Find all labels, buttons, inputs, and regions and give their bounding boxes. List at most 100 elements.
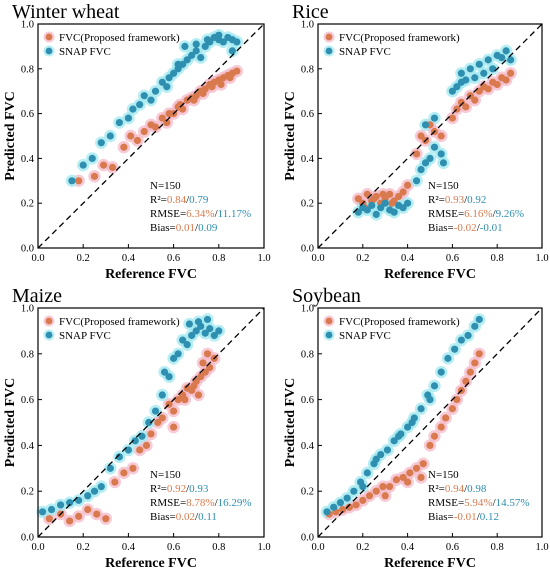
proposed-point (339, 505, 347, 514)
proposed-point (448, 405, 456, 413)
snap-point (170, 354, 178, 362)
stat-rmse-label: RMSE= (428, 497, 464, 509)
snap-point (215, 31, 223, 39)
plot-frame (317, 307, 543, 538)
proposed-point (194, 391, 203, 399)
x-tick-label: 1.0 (535, 542, 548, 553)
stat-bias: Bias=0.01/0.09 (150, 222, 218, 234)
snap-point (183, 56, 191, 64)
snap-point (457, 69, 465, 77)
stat-r2-proposed: 0.94 (445, 483, 465, 495)
proposed-point (502, 76, 510, 84)
scatter-panel-1: 0.0 0.2 0.4 0.6 0.8 1.0 0.0 0.2 0.4 0.6 0.8 1.0 Refe… (283, 1, 549, 282)
legend-marker (45, 47, 53, 55)
stat-bias-proposed: 0.02 (176, 511, 195, 523)
proposed-point (381, 492, 389, 500)
snap-point (188, 51, 196, 59)
snap-point (502, 47, 510, 55)
snap-point (160, 368, 169, 376)
proposed-point (442, 414, 450, 422)
y-tick-label: 0.2 (21, 199, 34, 210)
stat-bias-slash: / (195, 511, 199, 523)
snap-point (174, 60, 182, 68)
proposed-point (181, 396, 189, 404)
proposed-point (417, 473, 425, 482)
stat-rmse-label: RMSE= (428, 208, 464, 220)
stat-bias-snap: 0.11 (198, 511, 217, 523)
stat-rmse-snap: 16.29% (218, 497, 252, 509)
snap-point (201, 42, 209, 51)
x-tick-label: 1.0 (257, 542, 270, 553)
snap-point (163, 83, 171, 91)
proposed-point (457, 98, 465, 106)
proposed-point (197, 373, 205, 381)
snap-point (430, 143, 439, 151)
panel-title: Winter wheat (12, 1, 120, 23)
proposed-point (419, 460, 427, 468)
x-axis-label: Reference FVC (105, 267, 197, 282)
stat-bias: Bias=-0.01/0.12 (428, 511, 499, 523)
x-tick-label: 0.8 (491, 253, 504, 264)
stat-r2-proposed: 0.92 (167, 483, 186, 495)
stat-bias-proposed: -0.01 (454, 511, 477, 523)
snap-point (399, 204, 407, 212)
stat-r2-slash: / (186, 194, 190, 206)
proposed-point (386, 190, 394, 198)
proposed-point (170, 423, 178, 431)
snap-point (79, 161, 87, 169)
proposed-point (493, 80, 501, 89)
proposed-point (102, 515, 110, 523)
x-axis-label: Reference FVC (384, 267, 476, 282)
snap-point (106, 132, 114, 140)
snap-point (192, 327, 200, 335)
snap-point (381, 199, 389, 207)
proposed-point (359, 496, 367, 504)
proposed-point (174, 396, 182, 404)
proposed-point (404, 478, 412, 486)
snap-point (192, 47, 200, 55)
proposed-point (158, 114, 166, 122)
y-tick-label: 1.0 (301, 20, 314, 31)
x-tick-label: 0.8 (491, 542, 504, 553)
snap-point (471, 322, 479, 330)
proposed-point (352, 501, 360, 509)
proposed-point (206, 363, 214, 372)
stat-rmse-label: RMSE= (150, 497, 186, 509)
snap-point (145, 418, 153, 427)
x-tick-label: 0.2 (77, 542, 90, 553)
proposed-point (84, 505, 92, 514)
panel-title: Rice (292, 1, 329, 23)
stat-r2-proposed: 0.93 (445, 194, 465, 206)
stat-bias-label: Bias= (428, 222, 454, 234)
proposed-point (120, 143, 128, 151)
snap-point (170, 69, 178, 77)
proposed-point (354, 195, 362, 203)
stat-r2-label: R²= (150, 483, 167, 495)
snap-point (448, 87, 456, 95)
proposed-point (471, 96, 479, 104)
snap-point (197, 54, 205, 62)
proposed-point (437, 423, 445, 431)
stat-rmse-proposed: 6.34% (186, 208, 214, 220)
stat-rmse-proposed: 6.16% (464, 208, 492, 220)
snap-point (165, 74, 173, 82)
snap-point (228, 47, 236, 55)
snap-point (498, 54, 506, 62)
stat-r2: R²=0.84/0.79 (150, 194, 209, 206)
legend-label: SNAP FVC (339, 46, 391, 58)
proposed-point (142, 441, 151, 449)
y-tick-label: 0.8 (21, 64, 34, 75)
snap-point (475, 315, 483, 324)
y-axis-label: Predicted FVC (283, 91, 298, 181)
proposed-point (111, 478, 119, 486)
proposed-point (404, 181, 412, 189)
stat-rmse-proposed: 5.94% (464, 497, 492, 509)
proposed-point (388, 199, 396, 207)
stat-rmse: RMSE=6.34%/11.17% (150, 208, 251, 220)
proposed-point (120, 469, 128, 477)
legend-marker (45, 331, 53, 339)
snap-point (179, 336, 187, 344)
proposed-point (466, 368, 474, 376)
x-tick-label: 0.4 (122, 253, 136, 264)
